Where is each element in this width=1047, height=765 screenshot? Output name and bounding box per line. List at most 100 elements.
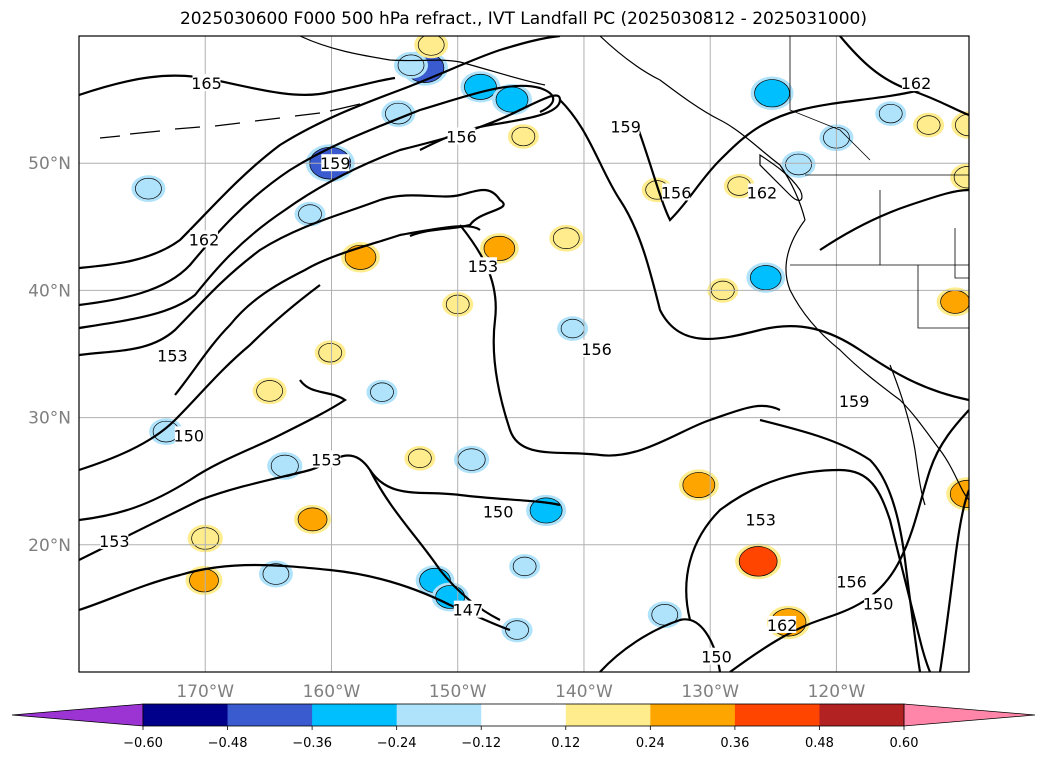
shaded-cell — [878, 103, 903, 124]
colorbar-bin — [227, 704, 313, 726]
contour-156-north — [79, 94, 562, 330]
alaska-canada-border — [789, 36, 871, 161]
colorbar-tick-label: 0.60 — [890, 736, 919, 751]
contour-label: 153 — [311, 451, 342, 470]
contour-label-bg — [174, 426, 203, 444]
contour-label-bg — [702, 647, 731, 665]
contour-label: 153 — [468, 257, 499, 276]
contour-label: 150 — [701, 648, 732, 667]
contour-150-se — [938, 489, 969, 672]
shaded-cell — [256, 380, 283, 402]
lat-tick-label: 50°N — [28, 154, 71, 174]
coastlines — [99, 36, 969, 506]
contour-label-bg — [768, 615, 797, 633]
colorbar-tick-label: −0.12 — [461, 736, 501, 751]
contour-label: 156 — [836, 573, 867, 592]
contour-153-west — [79, 188, 505, 357]
contour-label: 156 — [446, 127, 477, 146]
shaded-cell — [754, 79, 790, 108]
shaded-cell — [552, 227, 580, 249]
contour-label-bg — [746, 510, 775, 528]
colorbar-frame — [142, 703, 905, 727]
shaded-cell — [344, 244, 377, 270]
contour-162-coast — [819, 188, 969, 251]
contour-label-bg — [837, 572, 866, 590]
contour-159-east — [559, 99, 969, 402]
shaded-cell — [953, 166, 969, 189]
contour-159 — [79, 84, 555, 307]
political-borders — [789, 36, 969, 329]
lon-tick-label: 130°W — [681, 682, 739, 702]
contour-label-bg — [747, 183, 776, 201]
colorbar-tick-label: 0.24 — [636, 736, 665, 751]
contour-156-east — [633, 88, 921, 222]
map-frame — [78, 35, 970, 673]
contour-label: 147 — [453, 601, 484, 620]
shaded-cell — [785, 153, 812, 176]
contour-label-bg — [662, 183, 691, 201]
colorbar-tick-label: −0.48 — [208, 736, 248, 751]
shaded-cell — [417, 36, 445, 56]
baja-coast — [889, 364, 926, 506]
colorbar-bin — [312, 704, 398, 726]
shaded-cell — [512, 556, 537, 577]
contour-label: 156 — [661, 183, 692, 202]
contour-label-bg — [447, 127, 476, 145]
contour-label-bg — [611, 117, 640, 135]
colorbar-bin — [481, 704, 567, 726]
contour-label-bg — [453, 600, 482, 618]
shaded-cell — [135, 177, 162, 200]
contour-label-bg — [484, 502, 513, 520]
colorbar-tick-label: −0.60 — [123, 736, 163, 751]
colorbar-tick-label: −0.36 — [292, 736, 332, 751]
contour-label: 162 — [747, 183, 778, 202]
shaded-cell — [511, 126, 536, 147]
colorbar-bin — [650, 704, 736, 726]
colorbar-bin — [734, 704, 820, 726]
contour-147-east — [599, 618, 722, 672]
colorbar-bin — [143, 704, 229, 726]
alaska-coast — [299, 36, 546, 86]
vancouver-island — [759, 153, 803, 202]
shaded-cell — [682, 472, 716, 498]
contour-label-bg — [582, 339, 611, 357]
contour-label: 159 — [610, 117, 641, 136]
contour-label: 162 — [767, 616, 798, 635]
shaded-cell — [750, 265, 782, 291]
contour-label: 156 — [581, 340, 612, 359]
lon-tick-label: 170°W — [176, 682, 234, 702]
contour-label: 159 — [320, 154, 351, 173]
latitude-tick-labels: 50°N 40°N 30°N 20°N — [28, 154, 71, 556]
colorbar-tick-label: −0.24 — [377, 736, 417, 751]
contour-153-inner — [174, 225, 481, 396]
colorbar-tick-label: 0.12 — [551, 736, 580, 751]
colorbar-tick-label: 0.36 — [720, 736, 749, 751]
lat-tick-label: 40°N — [28, 281, 71, 301]
contour-labels: 165 156 159 162 153 159 156 162 162 156 159 153 150 1… — [99, 74, 931, 667]
contour-label: 153 — [745, 510, 776, 529]
contour-label: 162 — [189, 231, 220, 250]
contour-156-center — [459, 224, 781, 457]
shaded-cell — [464, 73, 497, 100]
shaded-cell — [318, 343, 343, 363]
contour-153-south — [79, 379, 347, 522]
contour-label: 150 — [863, 594, 894, 613]
contour-label-bg — [864, 594, 893, 612]
colorbar: −0.60 −0.48 −0.36 −0.24 −0.12 0.12 0.24 0.36 0.4… — [11, 703, 1036, 751]
contour-label: 165 — [191, 74, 222, 93]
colorbar-bin — [396, 704, 482, 726]
lon-tick-label: 160°W — [303, 682, 361, 702]
shaded-cell — [738, 546, 778, 577]
colorbar-bin — [819, 704, 905, 726]
lat-tick-label: 20°N — [28, 536, 71, 556]
shaded-cell — [298, 204, 322, 224]
contour-label: 150 — [174, 426, 205, 445]
contour-label: 153 — [157, 346, 188, 365]
contour-153-east — [685, 468, 932, 672]
contour-label-bg — [158, 346, 187, 364]
shaded-cell — [955, 113, 969, 137]
contour-label-bg — [189, 230, 218, 248]
contour-162-north — [79, 36, 561, 270]
colorbar-under-arrow — [11, 703, 144, 727]
contour-label-bg — [901, 74, 930, 92]
